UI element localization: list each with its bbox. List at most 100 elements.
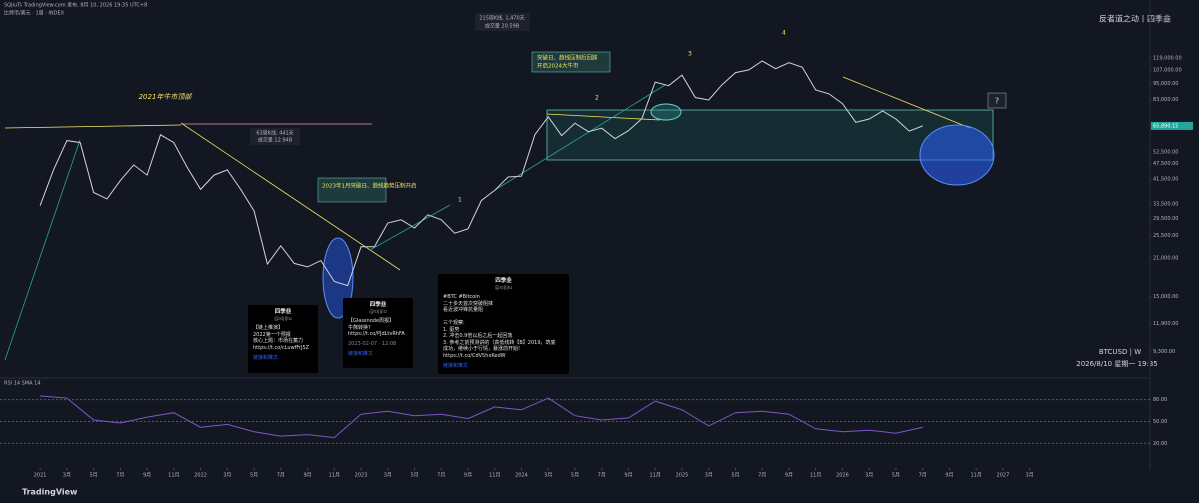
card-line: #BTC #Bitcoin: [443, 294, 480, 300]
label-box: [987, 92, 1007, 109]
annotation: 2023年1月突破日、趋线趋势压制开启: [322, 182, 417, 190]
card-line: 三个观察:: [443, 320, 465, 326]
card-link[interactable]: 链接和推文: [253, 355, 279, 361]
y-tick-label: 52,500.00: [1153, 150, 1178, 156]
x-tick-label: 5月: [250, 473, 258, 479]
annotation: 成交量 12.94B: [258, 137, 293, 144]
x-tick-label: 2026: [836, 473, 849, 479]
ref-line: [4, 124, 182, 129]
x-tick-label: 7月: [437, 473, 445, 479]
card-handle: @sijijiu: [274, 315, 292, 322]
wave-label: 1: [458, 197, 462, 204]
x-tick-label: 3月: [384, 473, 392, 479]
card-line: 【Glassnode周报】: [348, 318, 395, 324]
x-tick-label: 3月: [1026, 473, 1034, 479]
y-tick-label: 21,000.00: [1153, 255, 1178, 261]
publisher: SQJiuTs TradingView.com 发布, 8月 10, 2026 …: [4, 2, 147, 9]
x-tick-label: 9月: [785, 473, 793, 479]
trendline: [842, 76, 971, 129]
x-tick-label: 2025: [676, 473, 689, 479]
card-author: 四季韭: [274, 309, 292, 315]
highlight: [650, 103, 682, 121]
trendline: [369, 204, 451, 251]
x-tick-label: 9月: [303, 473, 311, 479]
x-tick-label: 7月: [116, 473, 124, 479]
annotation: 开启2024大牛市: [537, 62, 579, 70]
card-line: 成功，继续小于行情，暴涨前开始!: [443, 346, 521, 352]
price-line: [39, 60, 923, 287]
tweet-card: 四季韭 @sijijiu #BTC #Bitcoin 二十多天首次突破阻抹 看近波冲锋抗…: [438, 274, 569, 374]
x-tick-label: 3月: [223, 473, 231, 479]
annotation: 2021年牛市顶部: [139, 93, 193, 101]
card-handle: @sijijiu: [369, 308, 387, 315]
card-author: 四季韭: [495, 278, 512, 284]
rsi-title: RSI 14 SMA 14: [4, 381, 41, 387]
logo: TradingView: [22, 488, 78, 497]
card-line: 【链上推演】: [253, 325, 284, 331]
card-line: 看近波冲锋抗量阻: [443, 307, 484, 313]
price-label: 65,890.15: [1153, 123, 1178, 129]
y-tick-label: 83,000.00: [1153, 97, 1178, 103]
x-tick-label: 9月: [464, 473, 472, 479]
card-line: 1. 驱势: [443, 326, 460, 333]
y-tick-label: 107,000.00: [1153, 68, 1182, 74]
y-tick-label: 50.00: [1153, 419, 1167, 425]
x-tick-label: 3月: [865, 473, 873, 479]
x-tick-label: 11月: [650, 473, 661, 479]
card-line: 3. 参考之前预测讲的（高低线转【B】2019，筑底: [443, 339, 556, 346]
x-tick-label: 11月: [970, 473, 981, 479]
card-link[interactable]: 链接和推文: [443, 363, 469, 369]
x-tick-label: 9月: [945, 473, 953, 479]
price-badge: [1151, 121, 1193, 130]
highlight: [919, 124, 995, 186]
wave-label: 2: [595, 95, 599, 102]
x-tick-label: 5月: [892, 473, 900, 479]
x-tick-label: 11月: [168, 473, 179, 479]
trendline: [180, 122, 401, 271]
y-tick-label: 20.00: [1153, 441, 1167, 447]
x-tick-label: 5月: [731, 473, 739, 479]
x-tick-label: 3月: [63, 473, 71, 479]
y-tick-label: 41,500.00: [1153, 177, 1178, 183]
card-line: 二十多天首次突破阻抹: [443, 300, 494, 307]
annotation: 成交量 20.59B: [485, 23, 520, 30]
x-tick-label: 7月: [758, 473, 766, 479]
annotation: 63周K线, 441天: [256, 130, 293, 137]
annotation: ?: [995, 97, 999, 106]
ticker: BTCUSD | W: [1099, 348, 1141, 356]
y-tick-label: 29,500.00: [1153, 216, 1178, 222]
trendline: [494, 84, 666, 191]
x-tick-label: 2027: [997, 473, 1010, 479]
label-box: [250, 128, 300, 145]
rsi-line: [40, 395, 923, 439]
card-date: 2023-02-07 · 12:08: [348, 340, 397, 347]
x-tick-label: 5月: [571, 473, 579, 479]
card-line: 2022第一个预报: [253, 331, 291, 338]
card-line: https://t.co/CdV5hxKedW: [443, 352, 506, 359]
card-line: https://t.co/PJdLtvRhFA: [348, 331, 405, 337]
watermark: 反者道之动丨四季韭: [1099, 14, 1171, 24]
datetime: 2026/8/10 星期一 19:35: [1076, 360, 1158, 368]
x-tick-label: 9月: [143, 473, 151, 479]
symbol: 比特币/美元 · 1周 · INDEX: [4, 10, 65, 17]
annotation: 突破日、趋线压制后回踩: [537, 54, 598, 62]
x-tick-label: 3月: [544, 473, 552, 479]
x-tick-label: 9月: [624, 473, 632, 479]
card-line: 牛熊转换?: [348, 324, 371, 331]
x-tick-label: 2024: [515, 473, 528, 479]
label-box: [475, 13, 530, 31]
x-tick-label: 7月: [919, 473, 927, 479]
card-link[interactable]: 链接和推文: [348, 351, 374, 357]
tweet-card: 四季韭 @sijijiu 【Glassnode周报】 牛熊转换? https://t.c…: [343, 298, 413, 368]
x-tick-label: 2023: [355, 473, 368, 479]
note-box: [317, 177, 387, 203]
trendline: [4, 139, 81, 361]
x-tick-label: 11月: [810, 473, 821, 479]
note-box: [531, 51, 611, 73]
x-tick-label: 5月: [410, 473, 418, 479]
card-line: https://t.co/cLuwfFrJ5Z: [253, 344, 310, 351]
x-tick-label: 7月: [277, 473, 285, 479]
